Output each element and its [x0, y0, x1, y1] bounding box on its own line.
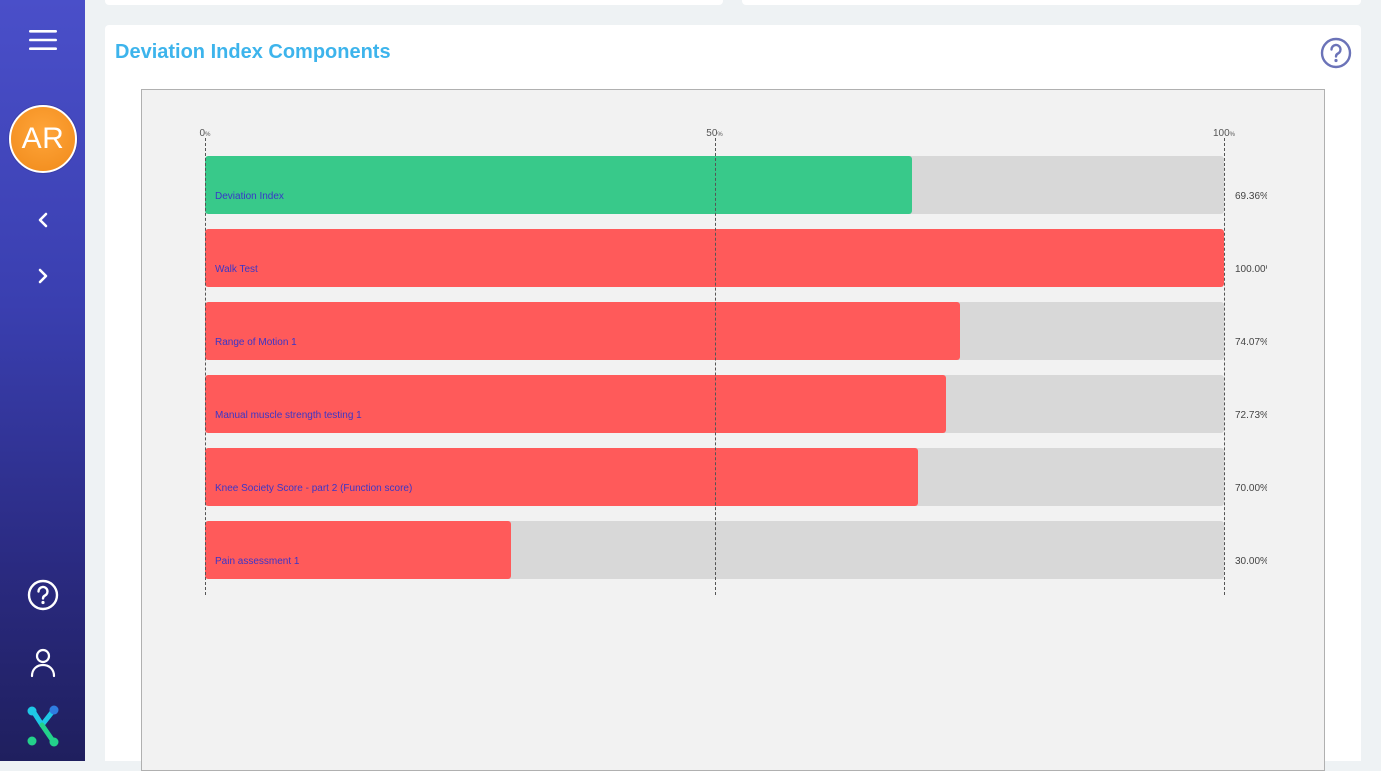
bar-chart: 0% 50% 100% Deviation Index 69.36% Walk Test 1…: [141, 89, 1325, 771]
bar-value-label: 100.00%: [1235, 264, 1267, 275]
top-card-right: [742, 0, 1361, 5]
bar[interactable]: [205, 448, 919, 506]
bar-label: Knee Society Score - part 2 (Function sc…: [215, 483, 413, 494]
bar[interactable]: [205, 156, 912, 214]
chevron-left-icon: [38, 212, 47, 228]
help-button[interactable]: [0, 578, 85, 612]
bar-value-label: 72.73%: [1235, 410, 1267, 421]
x-tick-label: 0%: [199, 128, 211, 139]
app-logo-icon: [27, 705, 58, 747]
x-tick-label: 100%: [1212, 128, 1236, 139]
hamburger-icon: [28, 30, 57, 50]
app-logo: [0, 702, 85, 750]
bar-value-label: 30.00%: [1235, 556, 1267, 567]
deviation-panel: Deviation Index Components 0% 50% 100% Devi…: [105, 25, 1361, 771]
question-circle-icon: [1320, 37, 1352, 69]
bar-value-label: 69.36%: [1235, 191, 1267, 202]
bar[interactable]: [205, 302, 960, 360]
chevron-right-icon: [38, 268, 47, 284]
bar-track: Manual muscle strength testing 1: [205, 375, 1224, 433]
bar-value-label: 70.00%: [1235, 483, 1267, 494]
x-tick-label: 50%: [706, 128, 723, 139]
avatar[interactable]: AR: [9, 105, 77, 173]
bar-value-label: 74.07%: [1235, 337, 1267, 348]
gridline: [714, 138, 716, 595]
top-card-left: [105, 0, 723, 5]
gridline: [1224, 138, 1225, 595]
question-circle-icon: [27, 579, 58, 611]
bar-label: Manual muscle strength testing 1: [215, 410, 362, 421]
panel-help-button[interactable]: [1320, 37, 1352, 69]
panel-title: Deviation Index Components: [115, 41, 391, 63]
menu-button[interactable]: [0, 24, 85, 56]
previous-button[interactable]: [0, 208, 85, 232]
sidebar: AR: [0, 0, 85, 761]
bar-label: Deviation Index: [215, 191, 284, 202]
profile-button[interactable]: [0, 645, 85, 679]
next-button[interactable]: [0, 264, 85, 288]
avatar-initials: AR: [21, 122, 65, 155]
bar[interactable]: [205, 521, 511, 579]
user-icon: [30, 648, 55, 678]
bar-label: Range of Motion 1: [215, 337, 297, 348]
bar-label: Pain assessment 1: [215, 556, 300, 567]
gridline: [205, 138, 206, 595]
bar-label: Walk Test: [215, 264, 258, 275]
bar[interactable]: [205, 375, 947, 433]
